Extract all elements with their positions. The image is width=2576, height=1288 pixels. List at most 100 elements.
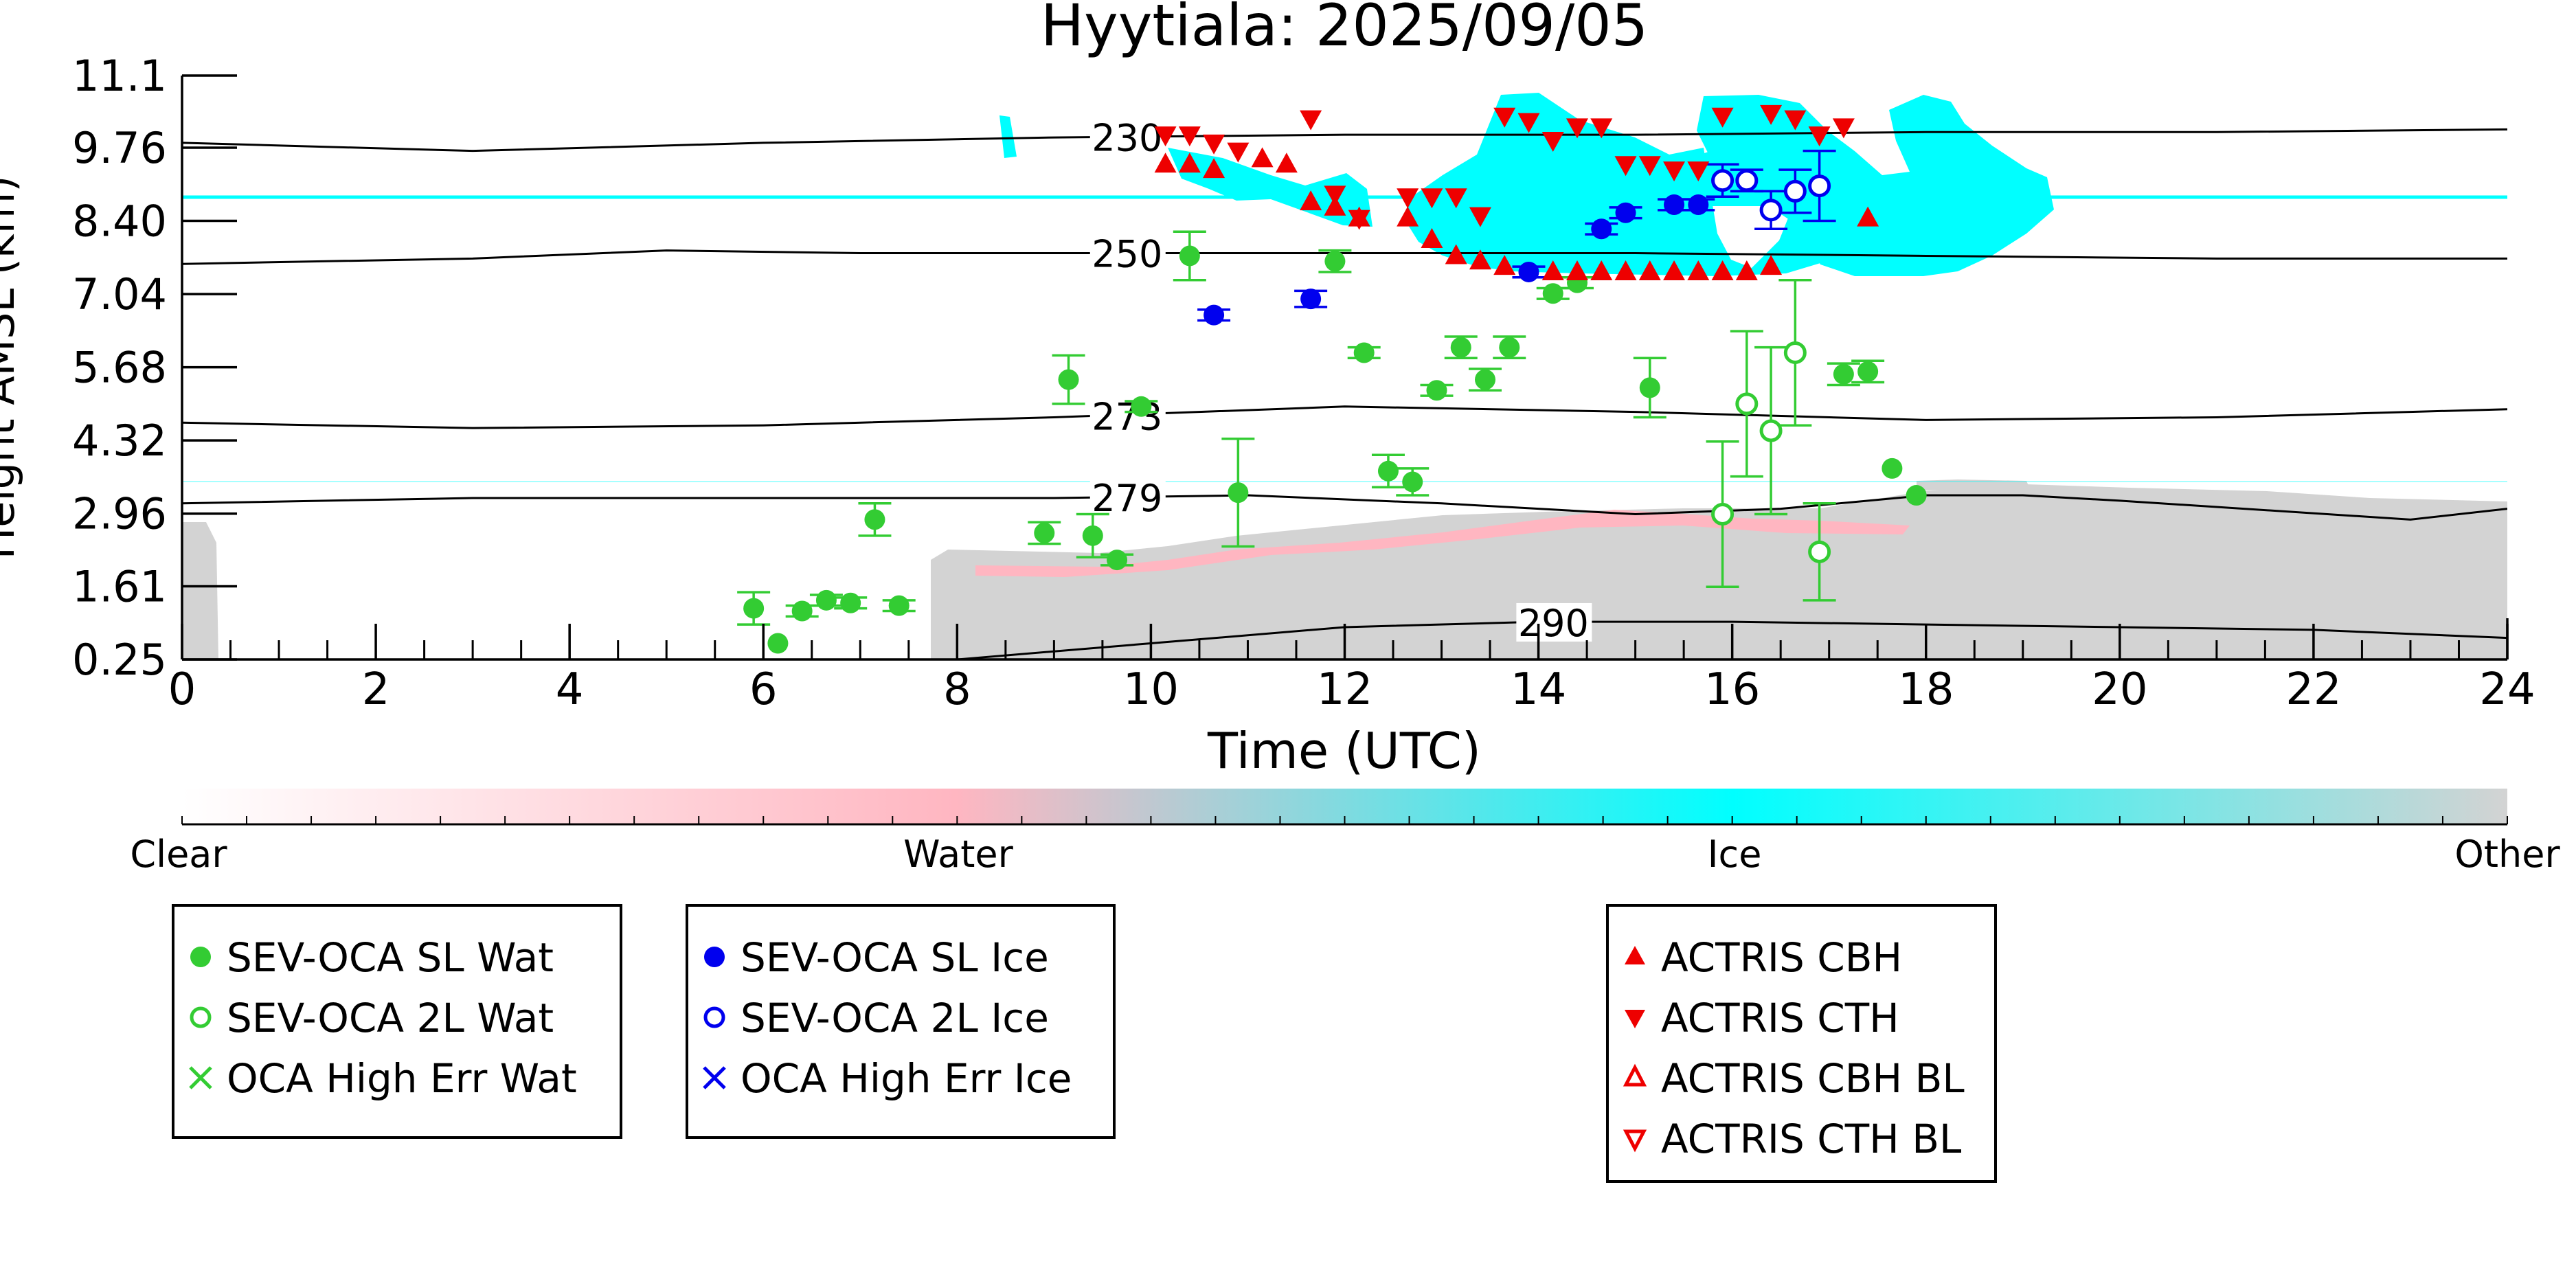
y-tick-label: 5.68 — [72, 343, 167, 393]
marker-actris-cbh — [1590, 260, 1613, 280]
legend-marker — [190, 947, 211, 967]
isotherm-line — [182, 494, 2507, 521]
marker-sev-oca-sl-wat — [888, 595, 909, 616]
contour-label-bg — [1089, 234, 1166, 273]
y-tick-label: 9.76 — [72, 123, 167, 173]
marker-actris-cth — [1324, 185, 1346, 206]
marker-actris-cth — [1154, 126, 1177, 147]
marker-actris-cbh — [1324, 195, 1346, 216]
isotherm-line — [182, 128, 2507, 152]
isotherm-line — [182, 405, 2507, 429]
y-tick-label: 11.1 — [72, 51, 167, 101]
legend-label: ACTRIS CTH BL — [1661, 1116, 1961, 1162]
legend-marker — [1625, 946, 1645, 964]
marker-actris-cbh — [1469, 249, 1491, 270]
marker-actris-cth — [1614, 156, 1637, 177]
colorbar-label: Ice — [1708, 833, 1762, 876]
marker-sev-oca-sl-ice — [1518, 261, 1539, 282]
contour-label: 230 — [1092, 117, 1162, 160]
x-tick-label: 4 — [556, 664, 584, 715]
marker-sev-oca-2l-ice — [1735, 169, 1759, 192]
marker-actris-cth — [1445, 188, 1467, 209]
marker-actris-cbh — [1760, 255, 1783, 275]
legend-label: SEV-OCA SL Ice — [741, 934, 1049, 981]
contour-labels: 230 250 273 279 290 — [1089, 117, 1592, 645]
marker-actris-cbh — [1687, 260, 1710, 280]
marker-sev-oca-sl-wat — [743, 598, 765, 619]
legend-marker — [1623, 1129, 1647, 1153]
marker-actris-cbh — [1275, 152, 1298, 173]
contour-label-bg — [1089, 478, 1166, 517]
legend-label: ACTRIS CBH BL — [1661, 1055, 1965, 1102]
colorbar-label: Water — [903, 833, 1013, 876]
marker-sev-oca-2l-ice — [1759, 199, 1783, 222]
marker-sev-oca-sl-wat — [1402, 471, 1423, 493]
marker-sev-oca-sl-wat — [1179, 245, 1200, 267]
legend-marker — [703, 1006, 725, 1028]
marker-sev-oca-2l-wat — [1808, 540, 1831, 563]
marker-actris-cth — [1493, 107, 1516, 128]
marker-actris-cth — [1203, 134, 1225, 155]
legend-marker — [1625, 1010, 1645, 1028]
marker-actris-cth — [1784, 110, 1807, 131]
legend-label: SEV-OCA 2L Ice — [741, 995, 1049, 1041]
marker-sev-oca-sl-wat — [1107, 550, 1128, 571]
marker-sev-oca-sl-wat — [1426, 380, 1447, 401]
marker-sev-oca-2l-wat — [1711, 502, 1735, 526]
marker-sev-oca-sl-wat — [1450, 337, 1471, 358]
marker-actris-cbh — [1735, 260, 1758, 280]
legend-label: ACTRIS CBH — [1661, 934, 1902, 981]
marker-actris-cth — [1300, 110, 1322, 131]
marker-actris-cth — [1348, 210, 1370, 230]
ice-region — [1697, 95, 2054, 276]
x-tick-label: 18 — [1898, 664, 1954, 715]
contour-label-bg — [1089, 396, 1166, 436]
legend-box — [172, 904, 622, 1139]
marker-sev-oca-sl-wat — [1324, 251, 1346, 272]
contour-label: 273 — [1092, 395, 1162, 438]
marker-actris-cth — [1663, 161, 1686, 182]
legend-label: OCA High Err Wat — [227, 1055, 577, 1102]
y-axis-ticks: 0.25 1.61 2.96 4.32 5.68 7.04 8.40 9.76 11.1 — [72, 51, 237, 685]
other-region — [931, 484, 2507, 659]
marker-sev-oca-sl-ice — [1204, 304, 1225, 326]
marker-actris-cth — [1421, 188, 1443, 209]
legend-label: SEV-OCA 2L Wat — [227, 995, 554, 1041]
marker-sev-oca-sl-wat — [1353, 342, 1375, 363]
classification-mask — [182, 93, 2507, 659]
y-tick-label: 1.61 — [72, 561, 167, 611]
marker-sev-oca-sl-wat — [840, 592, 861, 613]
x-tick-label: 6 — [749, 664, 778, 715]
marker-sev-oca-sl-wat — [1377, 460, 1399, 482]
marker-actris-cbh — [1638, 260, 1661, 280]
marker-actris-cth — [1517, 113, 1540, 133]
marker-actris-cth — [1566, 118, 1588, 139]
marker-actris-cbh — [1421, 227, 1443, 248]
y-tick-label: 2.96 — [72, 489, 167, 539]
x-tick-label: 20 — [2092, 664, 2147, 715]
marker-actris-cbh — [1300, 190, 1322, 211]
marker-sev-oca-sl-wat — [1833, 363, 1854, 385]
x-tick-label: 12 — [1317, 664, 1372, 715]
legend-marker — [1623, 1063, 1647, 1087]
legends: SEV-OCA SL Wat SEV-OCA 2L Wat OCA High Err… — [172, 904, 1997, 1183]
colorbar-label: Clear — [130, 833, 227, 876]
marker-sev-oca-sl-wat — [1131, 396, 1152, 417]
marker-sev-oca-sl-wat — [767, 633, 789, 654]
marker-sev-oca-sl-ice — [1664, 194, 1685, 216]
legend-label: SEV-OCA SL Wat — [227, 934, 554, 981]
marker-sev-oca-sl-wat — [1034, 522, 1055, 543]
marker-actris-cbh — [1397, 206, 1419, 227]
contour-label-bg — [1089, 117, 1166, 157]
marker-actris-cth — [1638, 156, 1661, 177]
marker-actris-cth — [1469, 207, 1491, 227]
marker-actris-cbh — [1154, 152, 1177, 173]
marker-actris-cbh — [1445, 244, 1467, 264]
marker-actris-cbh — [1663, 260, 1686, 280]
marker-sev-oca-sl-wat — [1058, 369, 1079, 390]
marker-actris-cth — [1541, 132, 1564, 152]
marker-sev-oca-sl-wat — [1082, 525, 1103, 546]
other-region — [182, 522, 218, 659]
data-markers — [743, 104, 1927, 654]
